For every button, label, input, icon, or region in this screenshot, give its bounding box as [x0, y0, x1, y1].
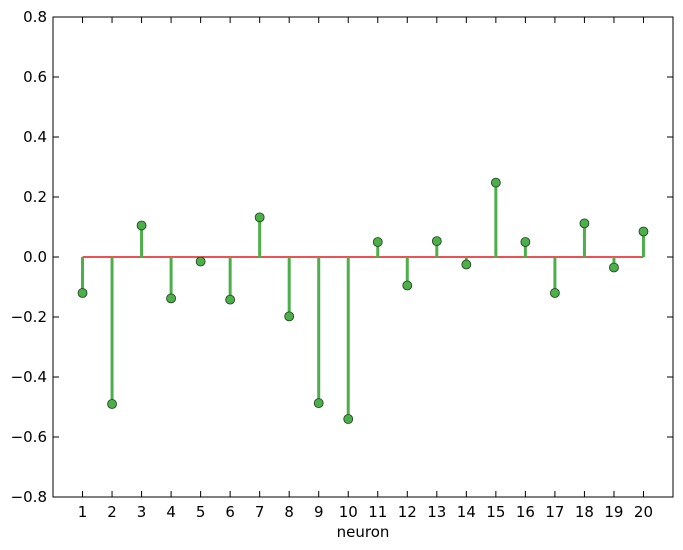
x-tick-label: 6: [225, 503, 235, 521]
stem-marker: [107, 399, 117, 409]
ticks-layer: [53, 16, 673, 498]
x-tick-label: 8: [284, 503, 294, 521]
y-tick-label: 0.2: [23, 188, 47, 206]
stem-marker: [225, 294, 236, 305]
stem-marker: [550, 288, 560, 298]
y-tick-label: −0.4: [11, 368, 47, 386]
stem-marker: [520, 237, 531, 247]
markers-layer: [77, 177, 649, 424]
stems-layer: [81, 182, 645, 419]
x-tick-label: 15: [486, 503, 505, 521]
stem-marker: [343, 414, 354, 424]
y-tick-label: 0.6: [23, 68, 47, 86]
stem-marker: [195, 256, 206, 267]
y-tick-label: 0.4: [23, 128, 47, 146]
x-tick-label: 10: [339, 503, 358, 521]
stem-marker: [372, 237, 383, 247]
x-tick-label: 1: [78, 503, 88, 521]
y-tick-label: 0.8: [23, 8, 47, 26]
x-tick-label: 13: [427, 503, 446, 521]
x-tick-label: 16: [516, 503, 535, 521]
x-tick-label: 20: [634, 503, 653, 521]
x-tick-label: 19: [604, 503, 623, 521]
x-tick-label: 18: [575, 503, 594, 521]
plot-frame: [52, 16, 674, 498]
stem-marker: [136, 220, 147, 231]
x-tick-label: 4: [166, 503, 176, 521]
stem-marker: [402, 280, 413, 291]
stem-marker: [461, 259, 472, 270]
labels-layer: −0.8−0.6−0.4−0.20.00.20.40.60.81 2 3 4 5 6 7 8 9…: [11, 8, 653, 521]
stem-marker: [166, 293, 176, 304]
stem-marker: [638, 226, 649, 237]
stem-marker: [431, 236, 442, 247]
x-tick-label: 2: [107, 503, 117, 521]
x-tick-label: 14: [457, 503, 476, 521]
x-tick-label: 12: [398, 503, 417, 521]
x-axis-label: neuron: [337, 523, 390, 541]
y-tick-label: −0.2: [11, 308, 47, 326]
x-tick-label: 3: [137, 503, 147, 521]
stem-marker: [313, 398, 324, 409]
y-tick-label: −0.6: [11, 428, 47, 446]
stem-marker: [490, 177, 501, 188]
stem-marker: [579, 218, 590, 229]
y-tick-label: 0.0: [23, 248, 47, 266]
x-tick-label: 5: [196, 503, 206, 521]
stem-marker: [77, 288, 88, 298]
x-tick-label: 11: [368, 503, 387, 521]
y-tick-label: −0.8: [11, 488, 47, 506]
stem-marker: [254, 212, 265, 223]
stem-marker: [609, 262, 619, 273]
x-tick-label: 7: [255, 503, 265, 521]
x-tick-label: 9: [314, 503, 324, 521]
stem-marker: [284, 311, 295, 322]
x-tick-label: 17: [545, 503, 564, 521]
